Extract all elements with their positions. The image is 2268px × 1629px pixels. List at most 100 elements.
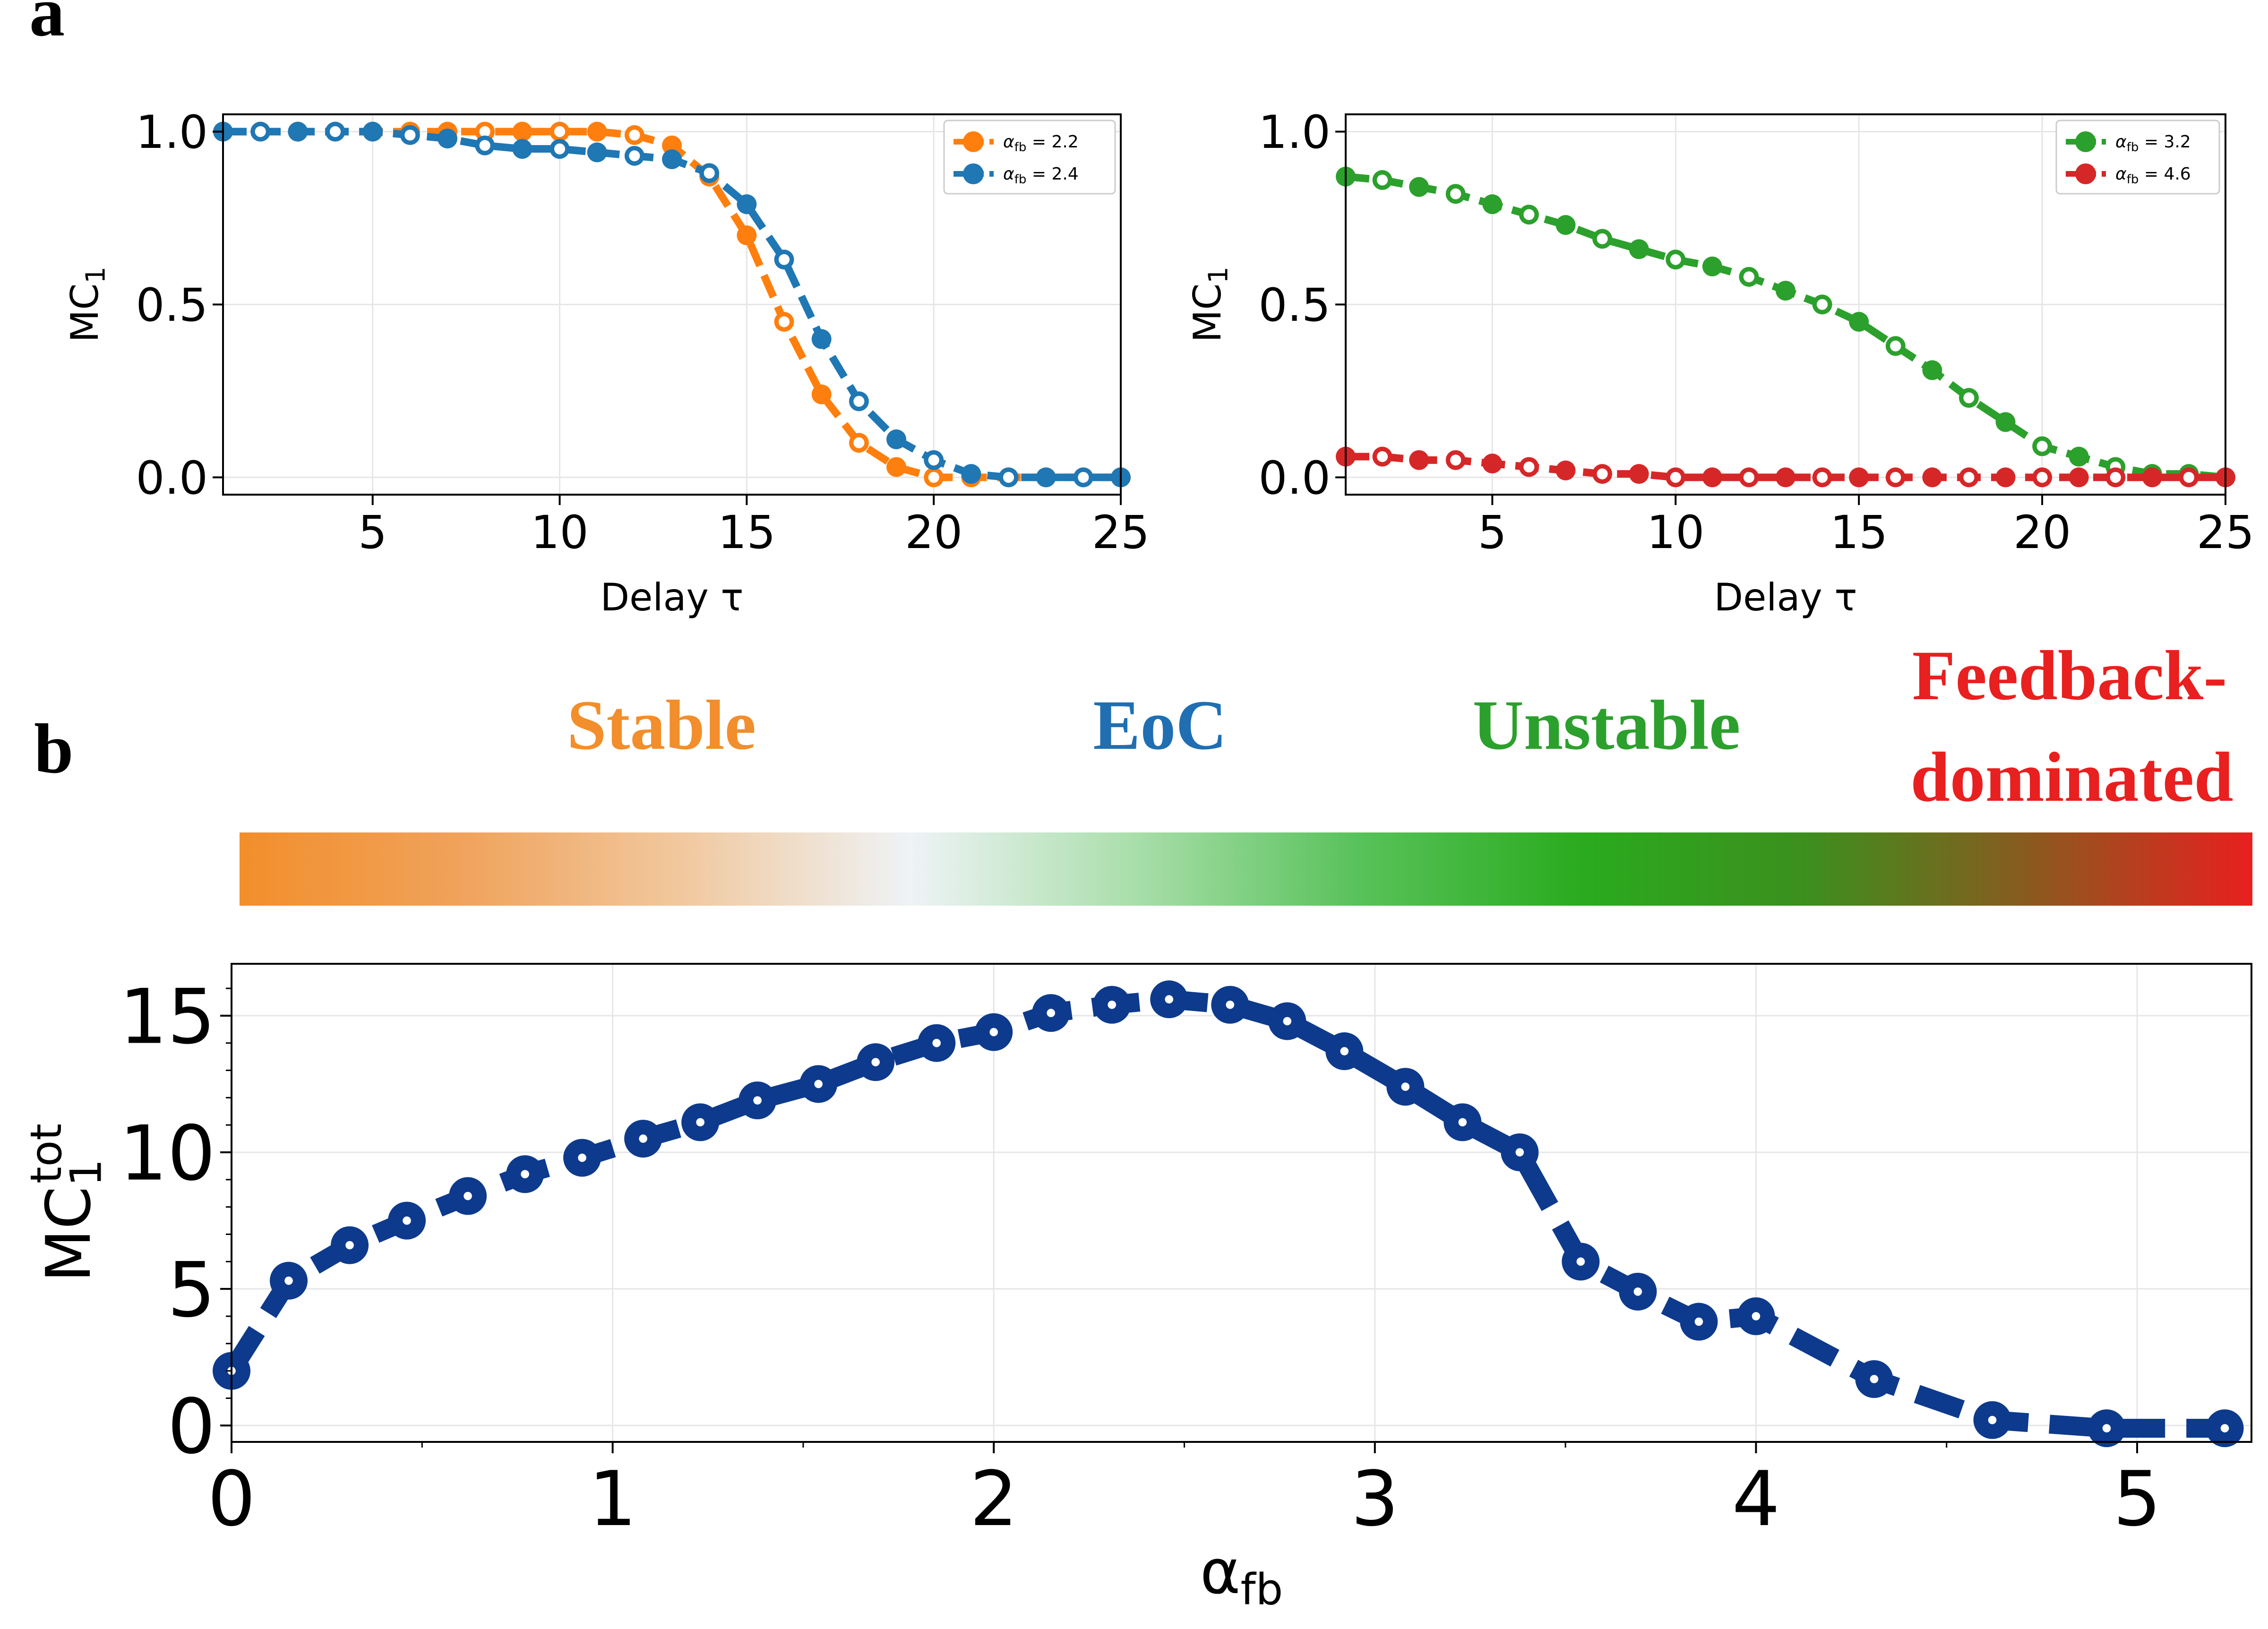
- data-point: [737, 225, 757, 246]
- y-axis-label-main: MC: [33, 1186, 104, 1282]
- data-point: [1702, 467, 1722, 488]
- data-point-hollow: [1597, 468, 1608, 480]
- x-tick-label: 20: [2013, 506, 2071, 559]
- y-tick-label: 5: [167, 1246, 215, 1334]
- data-point-hollow: [1817, 472, 1828, 483]
- regime-label-feedback: Feedback-: [1912, 636, 2227, 715]
- x-tick-label: 5: [2113, 1455, 2161, 1543]
- x-axis-label: Delay τ: [1714, 575, 1857, 619]
- regime-label-eoc: EoC: [1093, 686, 1227, 764]
- data-point-hollow: [1523, 461, 1535, 473]
- data-point-hollow: [1743, 472, 1754, 483]
- data-point-hollow: [1377, 451, 1388, 463]
- legend-marker: [963, 131, 984, 152]
- x-axis-label-sub: fb: [1240, 1565, 1283, 1614]
- x-tick-label: 3: [1351, 1455, 1399, 1543]
- data-point: [2069, 446, 2089, 467]
- data-point: [1849, 312, 1869, 332]
- data-point-center: [871, 1058, 880, 1066]
- x-tick-label: 25: [2197, 506, 2254, 559]
- data-point-hollow: [1078, 472, 1089, 483]
- data-point-hollow: [1597, 233, 1608, 245]
- data-point-center: [1047, 1009, 1055, 1017]
- data-point-center: [696, 1118, 704, 1127]
- data-point-hollow: [2110, 472, 2121, 483]
- legend-alpha: α: [1003, 132, 1014, 152]
- x-tick-label: 15: [718, 506, 775, 559]
- data-point-center: [345, 1241, 354, 1250]
- data-point-center: [2220, 1424, 2229, 1432]
- y-axis-label-main: MC: [1186, 283, 1229, 343]
- data-point: [662, 135, 682, 155]
- data-point-center: [1633, 1287, 1642, 1296]
- legend-sub: fb: [1014, 140, 1027, 154]
- data-point: [1555, 460, 1576, 480]
- x-tick-label: 1: [589, 1455, 637, 1543]
- legend-sub: fb: [2127, 140, 2139, 154]
- data-point-hollow: [629, 129, 640, 141]
- legend-alpha: α: [2115, 164, 2127, 184]
- x-axis-label-main: α: [1200, 1536, 1241, 1608]
- data-point-hollow: [2036, 440, 2048, 452]
- legend-entry-0: αfb = 2.2: [1003, 132, 1079, 154]
- y-axis-label-sub: 1: [61, 1159, 111, 1186]
- legend-sub: fb: [2127, 172, 2139, 187]
- data-point-hollow: [479, 126, 490, 137]
- x-axis-label-main: Delay τ: [1714, 575, 1857, 619]
- x-tick-label: 2: [970, 1455, 1018, 1543]
- data-point-hollow: [2036, 472, 2048, 483]
- data-point-center: [1340, 1047, 1349, 1055]
- y-tick-label: 15: [119, 972, 215, 1061]
- y-tick-label: 0: [167, 1382, 215, 1471]
- data-point: [2069, 467, 2089, 488]
- data-point-center: [1108, 1000, 1117, 1009]
- data-point: [587, 121, 607, 142]
- data-point-hollow: [329, 126, 341, 137]
- series-line-0: [1345, 172, 2226, 481]
- data-point-center: [1401, 1082, 1410, 1091]
- data-point-hollow: [778, 254, 790, 265]
- x-tick-label: 20: [905, 506, 962, 559]
- y-axis-label-main: MC: [63, 283, 107, 343]
- data-point-hollow: [1377, 174, 1388, 186]
- legend-value: = 4.6: [2139, 164, 2191, 184]
- legend-box: [2055, 120, 2220, 195]
- data-point-hollow: [1890, 472, 1901, 483]
- data-point: [1036, 467, 1056, 488]
- data-point: [1409, 450, 1429, 470]
- data-point-center: [753, 1096, 762, 1105]
- regime-colorbar: [240, 832, 2252, 906]
- data-point: [737, 194, 757, 214]
- y-tick-label: 0.0: [136, 452, 208, 505]
- data-point: [662, 149, 682, 170]
- data-point-hollow: [554, 143, 566, 154]
- data-point-hollow: [629, 150, 640, 162]
- y-axis-label: MC1tot: [22, 1123, 112, 1282]
- data-point-hollow: [1670, 472, 1681, 483]
- legend-marker: [2075, 163, 2096, 184]
- data-point: [2142, 467, 2162, 488]
- data-point-hollow: [2183, 472, 2194, 483]
- legend-entry-1: αfb = 4.6: [2115, 164, 2191, 187]
- data-point-hollow: [1450, 188, 1461, 199]
- data-point: [438, 129, 457, 149]
- data-point: [1629, 464, 1649, 484]
- data-point-center: [932, 1038, 941, 1047]
- y-tick-label: 0.5: [1258, 279, 1331, 332]
- data-point-center: [464, 1192, 472, 1200]
- data-point: [512, 139, 533, 159]
- data-point: [1995, 467, 2016, 488]
- legend-value: = 3.2: [2139, 132, 2191, 152]
- data-point-center: [639, 1134, 647, 1143]
- data-point-center: [1515, 1148, 1524, 1157]
- regime-label-stable: Stable: [567, 686, 756, 764]
- data-point: [886, 429, 906, 449]
- data-point: [1409, 177, 1429, 197]
- data-point-center: [1283, 1017, 1292, 1026]
- data-point: [1922, 467, 1942, 488]
- y-tick-label: 1.0: [1258, 106, 1331, 159]
- data-point-center: [1988, 1415, 1997, 1424]
- x-axis-label: Delay τ: [600, 575, 743, 619]
- data-point: [362, 121, 383, 142]
- x-tick-label: 5: [1478, 506, 1507, 559]
